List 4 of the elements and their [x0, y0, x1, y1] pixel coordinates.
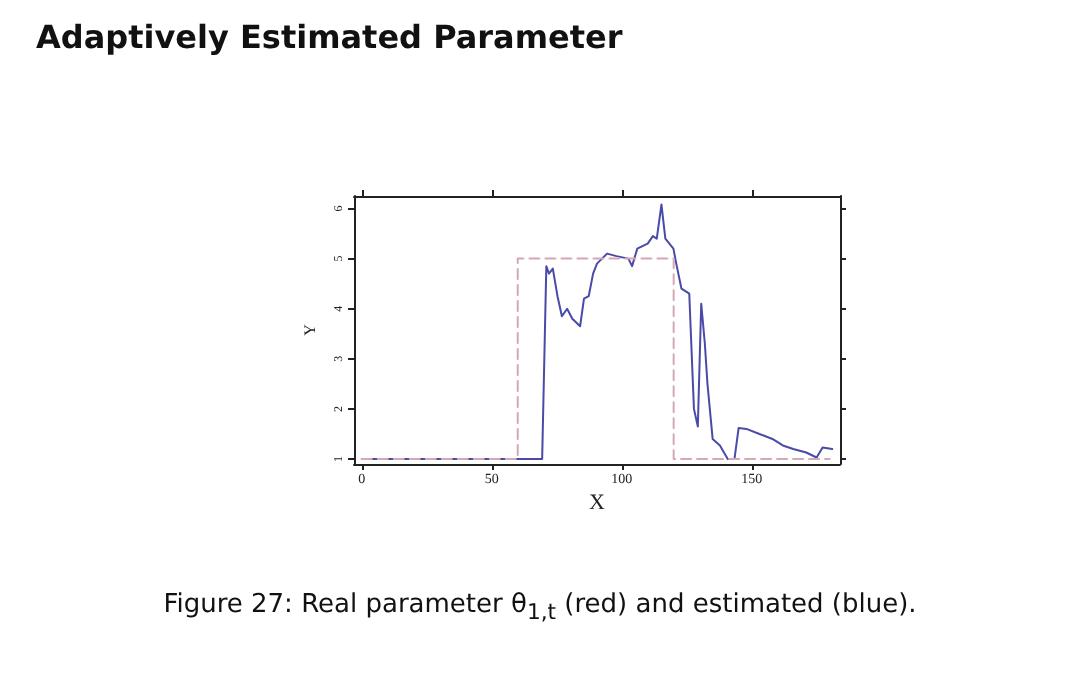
chart-title: Adaptively Estimated Parameter: [36, 18, 623, 56]
y-axis-title: Y: [301, 323, 319, 336]
caption: Figure 27: Real parameter θ$_{1,t}$ (red) and estimated (blue).: [161, 590, 919, 626]
x-axis-title: X: [589, 491, 606, 515]
